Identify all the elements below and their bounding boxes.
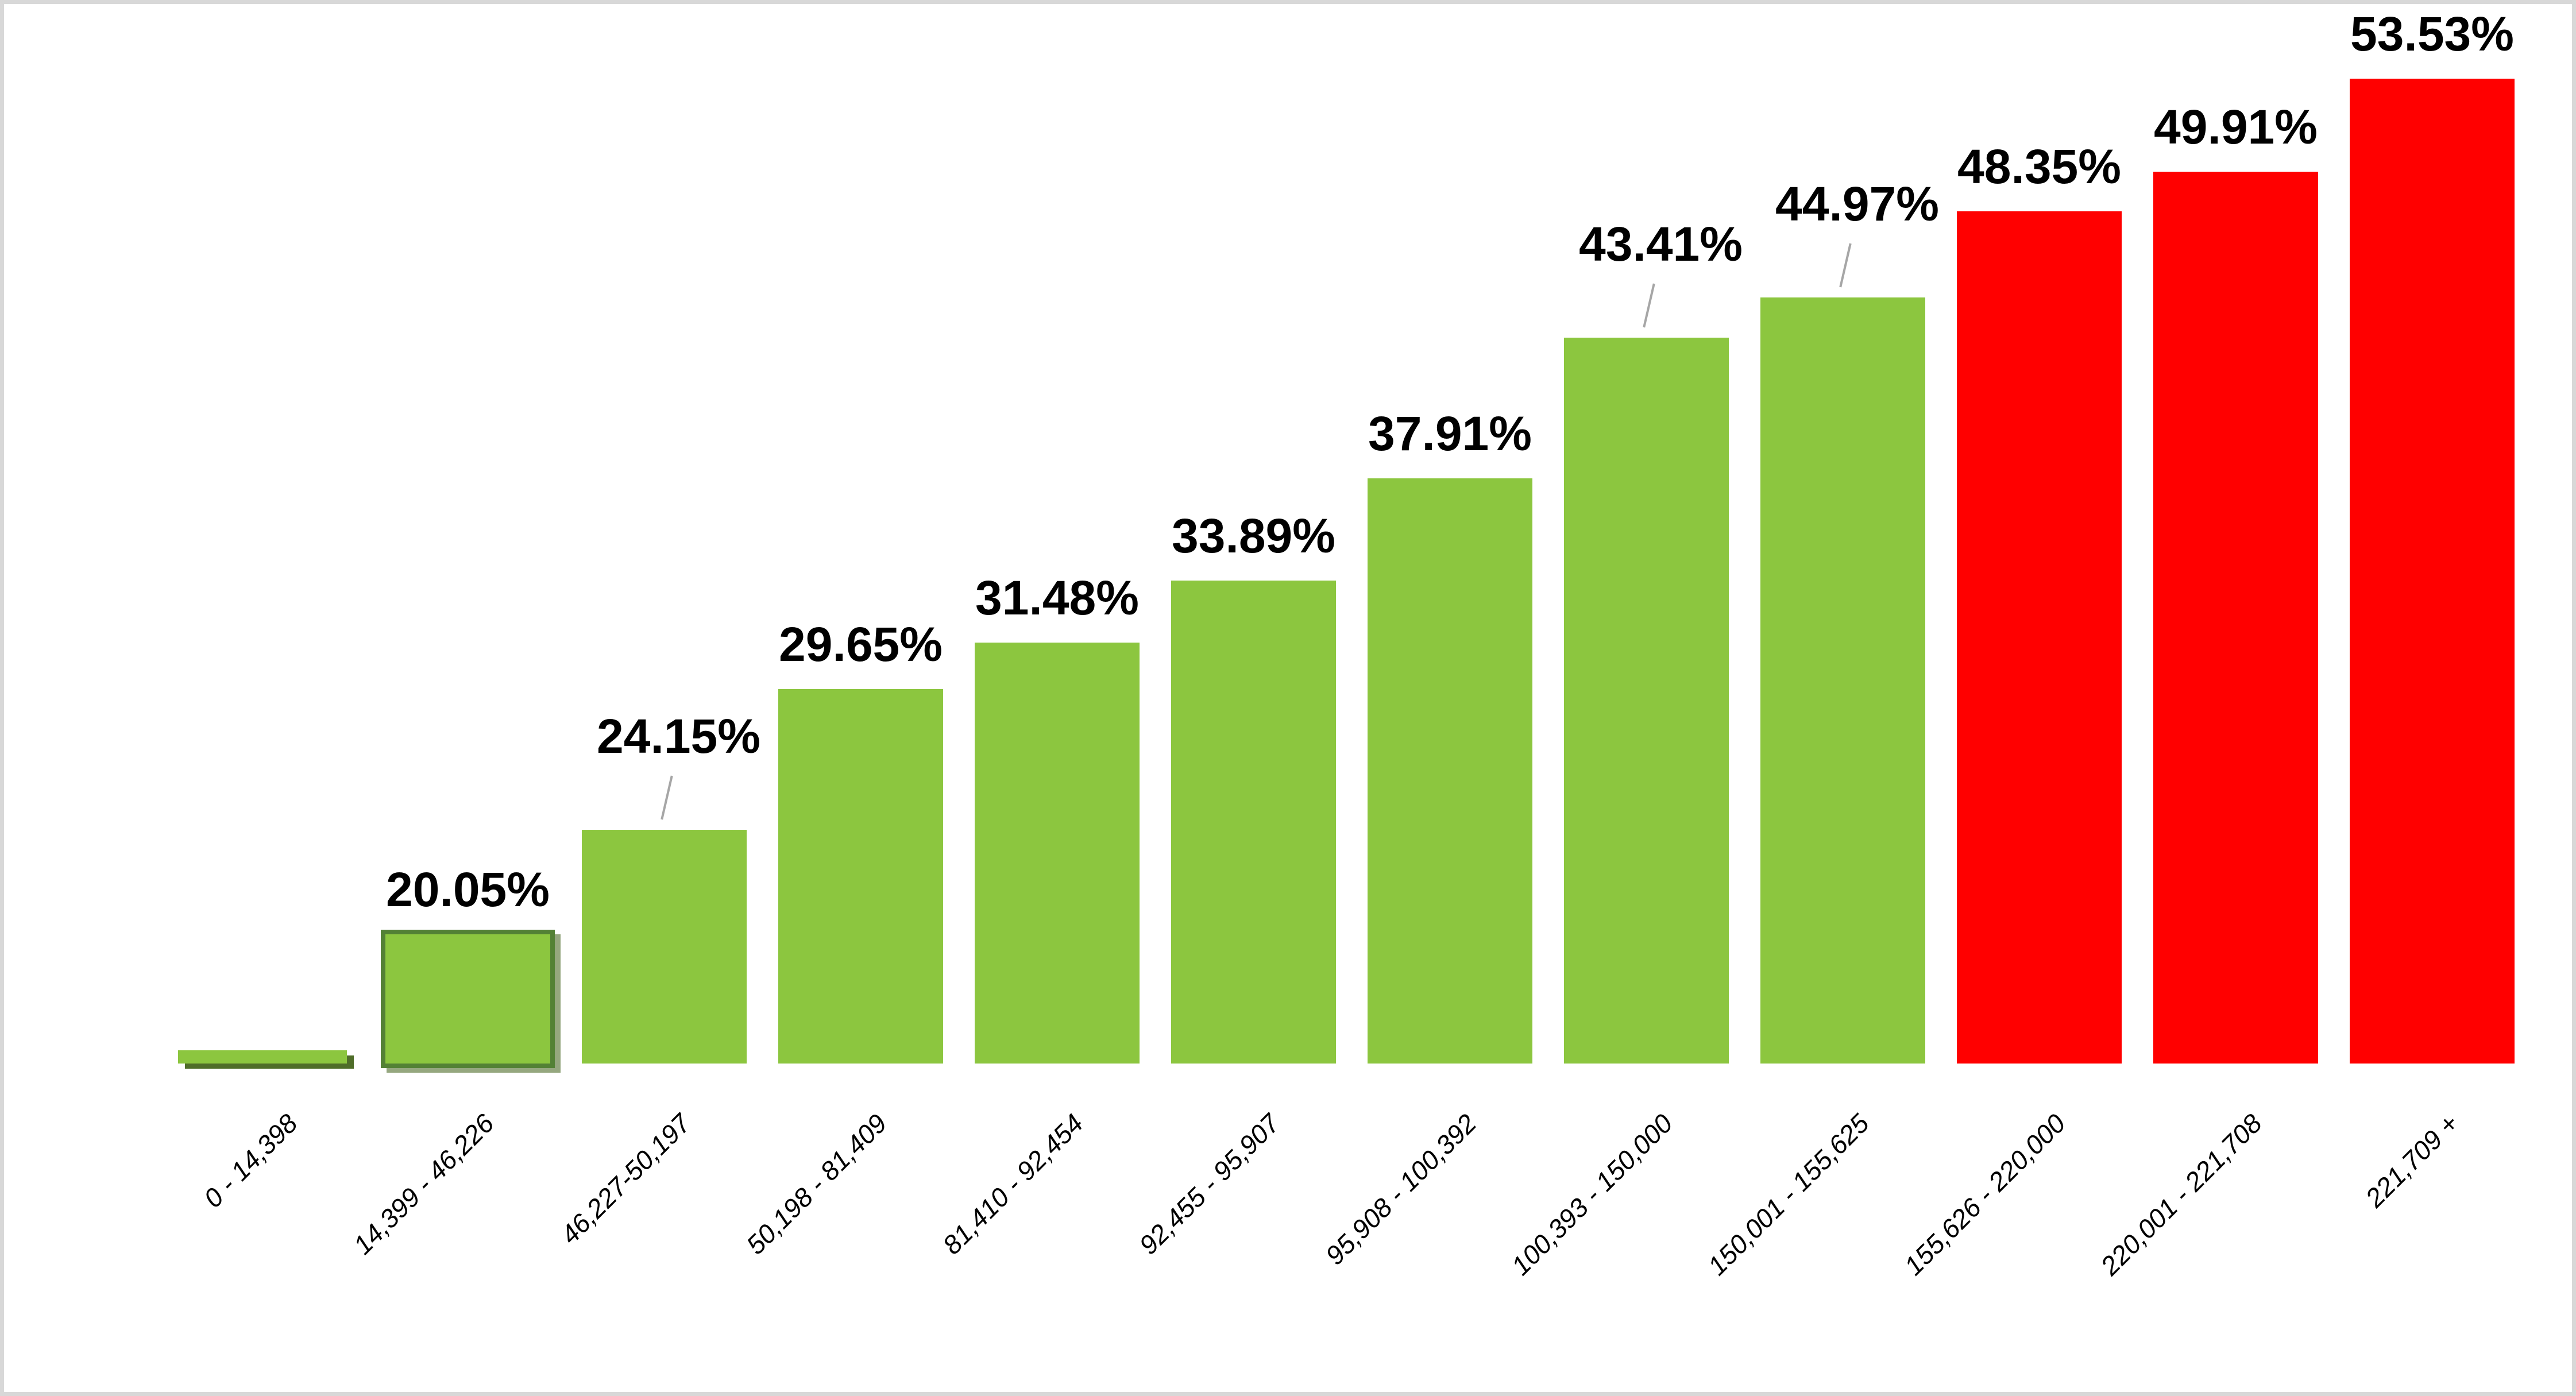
bar-12 <box>2350 79 2515 1064</box>
bar-8 <box>1564 338 1729 1064</box>
bar-value-label-6: 33.89% <box>1172 509 1335 563</box>
x-axis-label-3: 46,227-50,197 <box>554 1108 696 1250</box>
bar-2 <box>381 930 555 1068</box>
bar-11 <box>2153 172 2318 1064</box>
x-axis-label-6: 92,455 - 95,907 <box>1133 1108 1285 1260</box>
label-leader-line-9 <box>1839 243 1852 288</box>
x-axis-label-11: 220,001 - 221,708 <box>2095 1108 2268 1281</box>
bar-value-label-5: 31.48% <box>975 571 1139 625</box>
bar-value-label-11: 49.91% <box>2154 100 2318 154</box>
bar-5 <box>975 643 1140 1064</box>
bar-value-label-8: 43.41% <box>1579 217 1743 271</box>
bar-10 <box>1957 211 2122 1064</box>
x-axis-label-4: 50,198 - 81,409 <box>740 1108 893 1260</box>
x-axis-label-12: 221,709 + <box>2359 1108 2464 1213</box>
bar-7 <box>1368 478 1532 1064</box>
bar-1 <box>178 1050 347 1064</box>
bar-6 <box>1171 581 1336 1064</box>
bar-3 <box>582 830 747 1064</box>
bar-value-label-7: 37.91% <box>1368 407 1532 461</box>
bar-4 <box>778 689 943 1064</box>
bar-value-label-10: 48.35% <box>1957 140 2121 194</box>
x-axis-label-1: 0 - 14,398 <box>198 1108 303 1213</box>
x-axis-label-10: 155,626 - 220,000 <box>1898 1108 2071 1281</box>
label-leader-line-3 <box>660 775 673 820</box>
x-axis-label-2: 14,399 - 46,226 <box>347 1108 500 1260</box>
x-axis-label-5: 81,410 - 92,454 <box>937 1108 1089 1260</box>
bar-value-label-4: 29.65% <box>779 617 943 671</box>
x-axis-label-9: 150,001 - 155,625 <box>1702 1108 1875 1281</box>
bar-value-label-2: 20.05% <box>386 863 550 917</box>
bar-value-label-9: 44.97% <box>1775 177 1939 231</box>
bar-9 <box>1760 297 1925 1064</box>
x-axis-label-8: 100,393 - 150,000 <box>1505 1108 1678 1281</box>
label-leader-line-8 <box>1642 283 1655 328</box>
bar-value-label-12: 53.53% <box>2350 7 2514 61</box>
x-axis-label-7: 95,908 - 100,392 <box>1319 1108 1482 1271</box>
bar-value-label-3: 24.15% <box>597 709 760 763</box>
